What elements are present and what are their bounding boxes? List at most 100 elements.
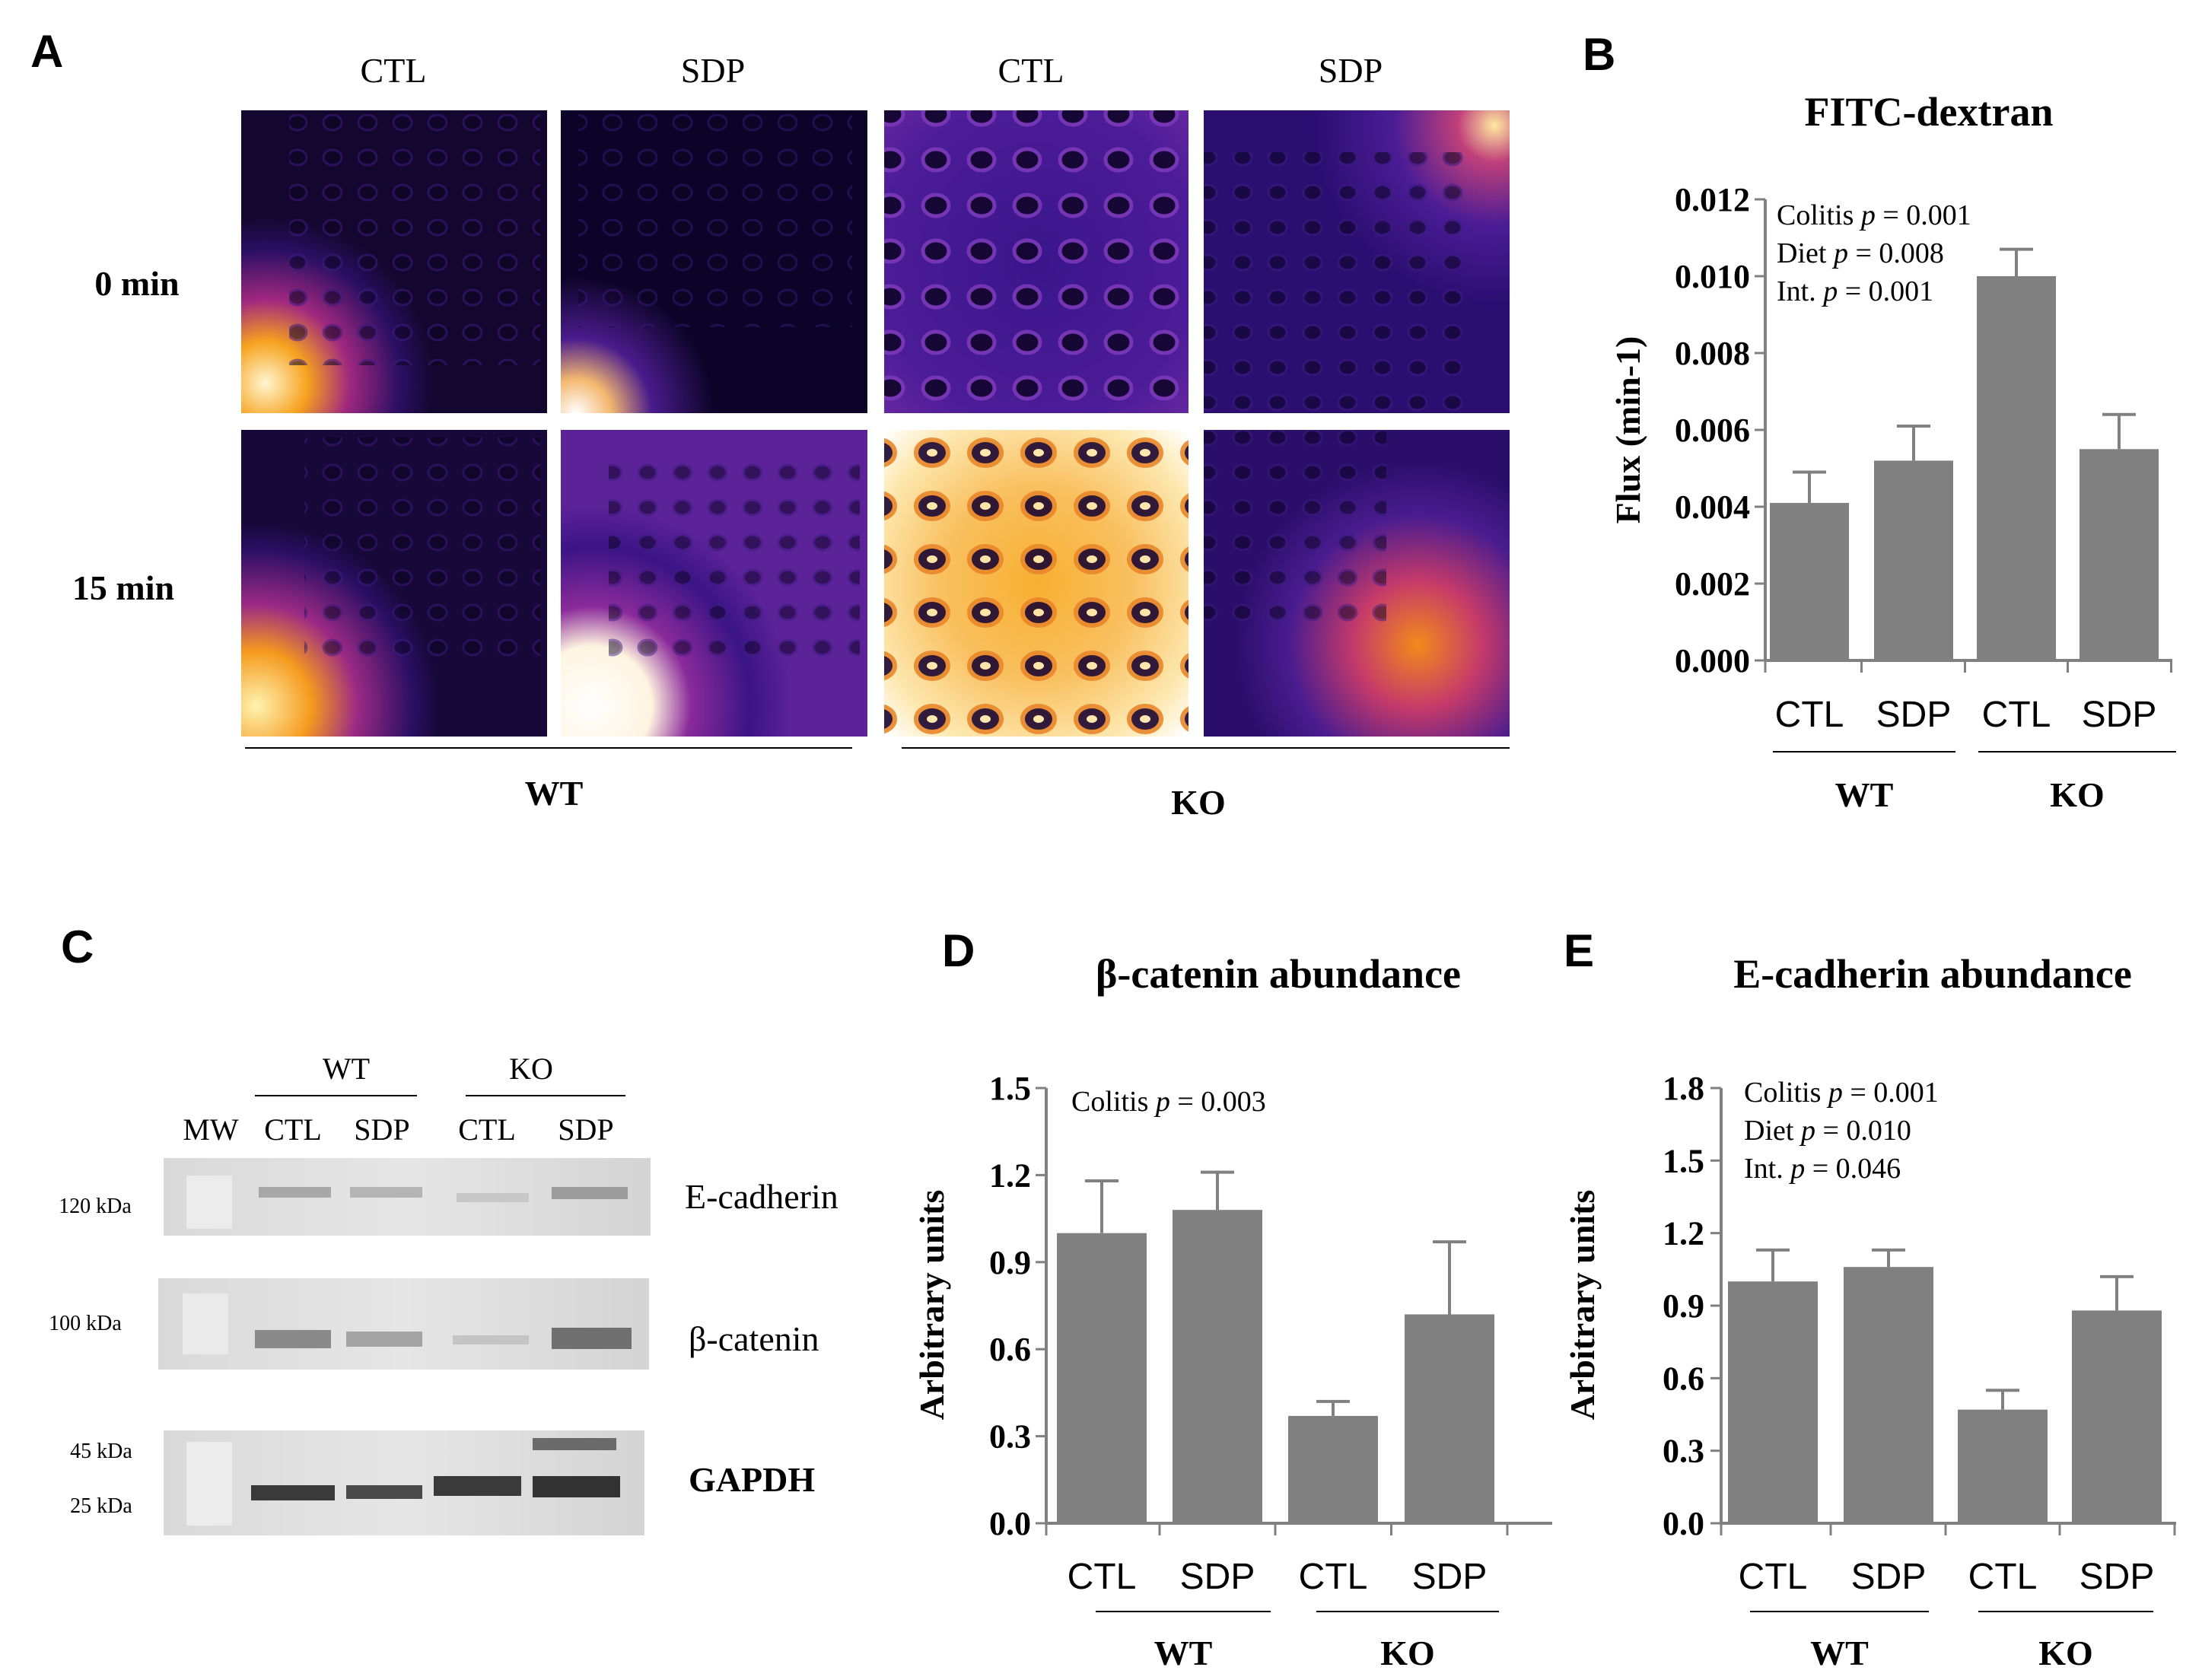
chart-e-category-label-4: SDP (2079, 1557, 2155, 1597)
chart-b-annotation-2: Diet p = 0.008 (1777, 237, 1944, 269)
lane-label-ko-sdp: SDP (558, 1112, 613, 1147)
panel-a: A CTL SDP CTL SDP 0 min 15 min (30, 26, 1510, 822)
chart-d-bar-2 (1173, 1210, 1262, 1523)
chart-b-category-label-4: SDP (2082, 695, 2157, 735)
chart-e-annotation-2: Diet p = 0.010 (1744, 1115, 1911, 1147)
chart-b-y-tick-label: 0.000 (1675, 642, 1750, 679)
row-label-15min: 15 min (72, 568, 174, 607)
chart-e-y-tick-label: 0.3 (1663, 1433, 1704, 1470)
chart-e-y-tick-label: 0.6 (1663, 1360, 1704, 1397)
chart-b-category-label-3: CTL (1982, 695, 2051, 735)
chart-e-category-label-3: CTL (1968, 1557, 2038, 1597)
chart-d-category-label-4: SDP (1412, 1557, 1488, 1597)
group-label-wt: WT (525, 774, 584, 813)
chart-d-annotation-1: Colitis p = 0.003 (1071, 1086, 1266, 1118)
panel-letter-c: C (61, 921, 94, 972)
marker-45kda: 45 kDa (70, 1440, 132, 1463)
chart-b-y-tick-label: 0.010 (1675, 258, 1750, 295)
panel-letter-e: E (1564, 925, 1594, 976)
chart-e-y-tick-label: 0.0 (1663, 1505, 1704, 1542)
col-label-1: CTL (361, 51, 427, 90)
image-ko-sdp-15min (1204, 430, 1510, 737)
blot-label-e-cadherin: E-cadherin (685, 1177, 838, 1216)
chart-d-y-tick-label: 1.5 (989, 1070, 1031, 1107)
chart-b-y-tick-label: 0.002 (1675, 565, 1750, 603)
chart-d-plot: 0.0 0.3 0.6 0.9 1.2 1.5 Arbitrary units CTL SDP C… (912, 1070, 1552, 1672)
lane-label-mw: MW (183, 1112, 239, 1147)
chart-b-title: FITC-dextran (1805, 89, 2054, 135)
chart-e-group-label-1: WT (1810, 1634, 1869, 1672)
chart-e-bar-1 (1728, 1281, 1818, 1523)
marker-25kda: 25 kDa (70, 1494, 132, 1518)
chart-b-bar-2 (1874, 460, 1953, 660)
panel-letter-a: A (30, 26, 63, 77)
chart-e-y-label: Arbitrary units (1563, 1190, 1602, 1421)
col-label-3: CTL (998, 51, 1064, 90)
chart-d-bar-3 (1288, 1415, 1378, 1523)
chart-d-y-label: Arbitrary units (912, 1190, 951, 1421)
chart-e-bar-2 (1844, 1267, 1933, 1523)
image-wt-sdp-0min (561, 110, 867, 413)
chart-d-y-tick-label: 1.2 (989, 1157, 1031, 1194)
image-ko-ctl-0min (884, 110, 1189, 413)
chart-e-annotation-1: Colitis p = 0.001 (1744, 1077, 1939, 1109)
chart-e-y-tick-label: 1.2 (1663, 1215, 1704, 1252)
panel-letter-d: D (942, 925, 975, 976)
chart-d-y-tick-label: 0.3 (989, 1418, 1031, 1456)
blot-label-gapdh: GAPDH (689, 1460, 815, 1499)
chart-b-category-label-2: SDP (1876, 695, 1952, 735)
chart-e-category-label-2: SDP (1851, 1557, 1927, 1597)
panel-e: E E-cadherin abundance 0.0 0.3 0.6 0.9 1.2 1.… (1563, 925, 2176, 1672)
chart-b-plot: 0.000 0.002 0.004 0.006 0.008 0.010 0.012 Flux … (1609, 181, 2176, 814)
panel-d: D β-catenin abundance 0.0 0.3 0.6 0.9 1.2 1.5… (912, 925, 1552, 1672)
chart-b-annotation-1: Colitis p = 0.001 (1777, 199, 1971, 231)
chart-d-category-label-2: SDP (1180, 1557, 1255, 1597)
image-wt-sdp-15min (561, 430, 867, 737)
panel-b: B FITC-dextran 0.000 0.002 0.004 0.006 0.008… (1583, 29, 2176, 814)
chart-b-y-label: Flux (min-1) (1609, 336, 1647, 524)
chart-e-y-tick-label: 1.8 (1663, 1070, 1704, 1107)
image-wt-ctl-15min (241, 430, 547, 737)
chart-e-category-label-1: CTL (1739, 1557, 1808, 1597)
chart-d-group-label-1: WT (1154, 1634, 1213, 1672)
lane-label-ko-ctl: CTL (458, 1112, 516, 1147)
chart-d-y-tick-label: 0.9 (989, 1244, 1031, 1281)
col-label-4: SDP (1319, 51, 1383, 90)
chart-d-category-label-3: CTL (1299, 1557, 1368, 1597)
chart-e-bar-4 (2072, 1310, 2162, 1523)
chart-b-bar-4 (2079, 449, 2159, 660)
chart-d-y-tick-label: 0.0 (989, 1505, 1031, 1542)
col-label-2: SDP (681, 51, 745, 90)
blot-group-wt: WT (323, 1052, 370, 1086)
chart-e-group-label-2: KO (2038, 1634, 2093, 1672)
chart-e-bar-3 (1958, 1409, 2048, 1523)
chart-b-y-tick-label: 0.012 (1675, 181, 1750, 218)
chart-b-bar-3 (1977, 276, 2056, 660)
image-ko-sdp-0min (1204, 110, 1510, 413)
chart-b-y-tick-label: 0.006 (1675, 412, 1750, 449)
lane-label-wt-ctl: CTL (264, 1112, 322, 1147)
chart-d-bar-1 (1057, 1233, 1147, 1523)
blot-group-ko: KO (509, 1052, 553, 1086)
chart-e-title: E-cadherin abundance (1733, 951, 2132, 997)
chart-d-y-tick-label: 0.6 (989, 1331, 1031, 1368)
chart-b-category-label-1: CTL (1775, 695, 1844, 735)
blot-beta-catenin: 100 kDa β-catenin (49, 1278, 819, 1370)
image-wt-ctl-0min (241, 110, 547, 413)
marker-100kda: 100 kDa (49, 1312, 122, 1335)
chart-e-annotation-3: Int. p = 0.046 (1744, 1153, 1901, 1185)
lane-label-wt-sdp: SDP (354, 1112, 409, 1147)
blot-gapdh: 45 kDa 25 kDa GAPDH (70, 1430, 815, 1535)
row-label-0min: 0 min (94, 264, 179, 303)
chart-e-y-tick-label: 0.9 (1663, 1287, 1704, 1325)
chart-e-y-tick-label: 1.5 (1663, 1142, 1704, 1179)
marker-120kda: 120 kDa (59, 1195, 132, 1218)
chart-b-y-tick-label: 0.008 (1675, 335, 1750, 372)
chart-d-group-label-2: KO (1380, 1634, 1435, 1672)
chart-b-annotation-3: Int. p = 0.001 (1777, 275, 1933, 307)
image-ko-ctl-15min (884, 430, 1189, 737)
chart-d-title: β-catenin abundance (1096, 951, 1461, 997)
chart-e-plot: 0.0 0.3 0.6 0.9 1.2 1.5 1.8 Arbitrary units CTL S… (1563, 1070, 2176, 1672)
blot-label-beta-catenin: β-catenin (689, 1319, 819, 1358)
chart-d-category-label-1: CTL (1068, 1557, 1137, 1597)
